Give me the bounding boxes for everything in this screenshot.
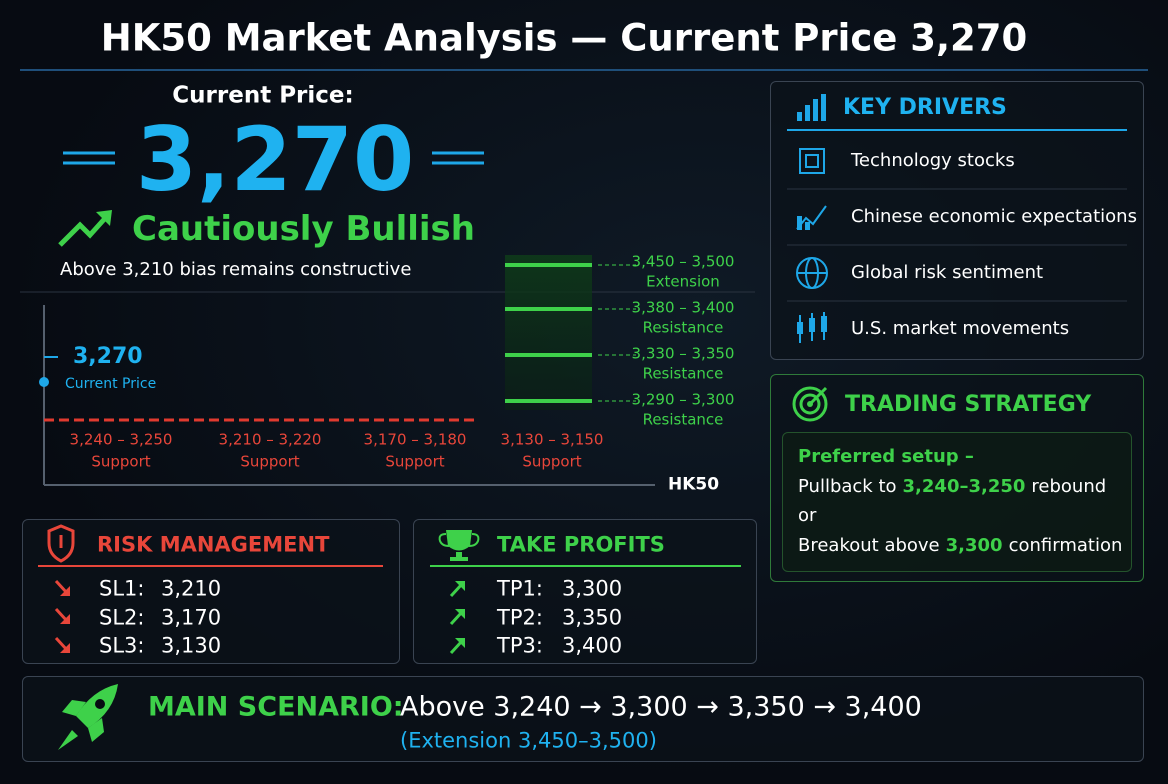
tp-value: 3,350 <box>562 605 623 629</box>
upper-label: Resistance <box>642 364 724 383</box>
tp-label: TP3: <box>497 633 543 658</box>
upper-range: 3,330 – 3,350 <box>631 344 735 363</box>
strategy-line: Breakout above 3,300 confirmation <box>798 537 1122 555</box>
strategy-heading: Preferred setup – <box>798 446 974 467</box>
strategy-post: rebound <box>1031 476 1107 497</box>
upper-label: Extension <box>646 272 720 291</box>
scenario-extension: (Extension 3,450–3,500) <box>400 728 657 753</box>
support-label: Support <box>91 452 151 471</box>
support-label: Support <box>240 452 300 471</box>
driver: Chinese economic expectations <box>851 206 1137 227</box>
title: HK50 Market Analysis — Current Price 3,2… <box>100 16 1028 60</box>
risk-title: RISK MANAGEMENT <box>97 532 330 557</box>
symbol: HK50 <box>668 474 720 495</box>
support-label: Support <box>385 452 445 471</box>
upper-range: 3,450 – 3,500 <box>631 252 735 271</box>
strategy-pre: Pullback to <box>798 476 897 497</box>
strategy-post: confirmation <box>1008 535 1123 556</box>
upper-label: Resistance <box>642 318 724 337</box>
support-range: 3,210 – 3,220 <box>218 430 322 449</box>
sl-value: 3,130 <box>161 633 222 658</box>
tp-value: 3,400 <box>562 633 623 658</box>
upper-range: 3,290 – 3,300 <box>631 390 735 409</box>
upper-label: Resistance <box>642 410 724 429</box>
strategy-pre: or <box>798 505 817 526</box>
price-value: 3,270 <box>135 108 415 211</box>
price-label: Current Price: <box>172 82 354 109</box>
current-value: 3,270 <box>73 344 143 369</box>
tp-value: 3,300 <box>562 576 623 601</box>
driver: Technology stocks <box>851 150 1015 171</box>
upper-range: 3,380 – 3,400 <box>631 298 735 317</box>
driver: Global risk sentiment <box>851 262 1044 283</box>
strategy-box <box>782 432 1132 572</box>
support-range: 3,240 – 3,250 <box>69 430 173 449</box>
support-label: Support <box>522 452 582 471</box>
bias: Cautiously Bullish <box>132 209 475 249</box>
strategy-highlight: 3,300 <box>945 535 1003 556</box>
drivers-title: KEY DRIVERS <box>843 95 1007 120</box>
current-label: Current Price <box>65 376 157 392</box>
tp-label: TP1: <box>497 576 543 601</box>
driver: U.S. market movements <box>851 318 1070 339</box>
key-drivers-panel <box>770 81 1144 360</box>
sl-label: SL1: <box>99 576 145 601</box>
support-range: 3,170 – 3,180 <box>363 430 467 449</box>
sl-label: SL2: <box>99 605 145 629</box>
profits-title: TAKE PROFITS <box>497 532 665 557</box>
sl-value: 3,210 <box>161 576 222 601</box>
tp-label: TP2: <box>497 605 543 629</box>
strategy-highlight: 3,240–3,250 <box>902 476 1026 497</box>
scenario-label: MAIN SCENARIO: <box>148 691 404 723</box>
strategy-line: Pullback to 3,240–3,250 rebound <box>798 478 1106 496</box>
bias-note: Above 3,210 bias remains constructive <box>60 259 412 280</box>
sl-value: 3,170 <box>161 605 222 629</box>
support-range: 3,130 – 3,150 <box>500 430 604 449</box>
strategy-pre: Breakout above <box>798 535 940 556</box>
scenario-panel <box>22 676 1144 762</box>
scenario-path: Above 3,240 → 3,300 → 3,350 → 3,400 <box>400 691 922 723</box>
strategy-line: or <box>798 507 816 525</box>
sl-label: SL3: <box>99 633 145 658</box>
risk-panel <box>22 519 400 664</box>
strategy-title: TRADING STRATEGY <box>845 392 1092 417</box>
